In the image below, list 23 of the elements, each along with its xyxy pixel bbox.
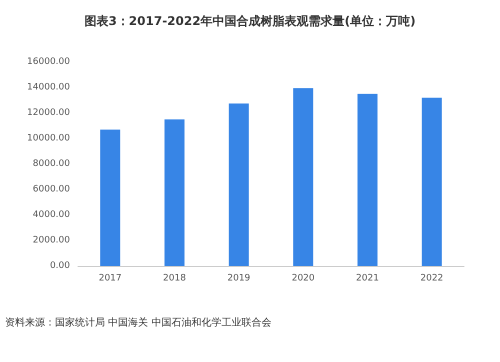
x-tick-label: 2017	[98, 274, 122, 284]
y-tick-label: 12000.00	[27, 108, 70, 118]
y-tick-label: 4000.00	[32, 210, 70, 220]
bar	[358, 94, 378, 266]
x-tick-label: 2019	[227, 274, 251, 284]
bar	[293, 88, 314, 266]
y-tick-label: 10000.00	[27, 134, 70, 144]
x-tick-label: 2018	[163, 274, 186, 284]
y-tick-label: 8000.00	[32, 159, 70, 169]
bar	[228, 103, 249, 266]
text: 资料来源：国家统计局 中国海关 中国石油和化学工业联合会	[5, 316, 272, 328]
x-tick-label: 2021	[356, 274, 379, 284]
bar	[100, 130, 120, 266]
y-tick-label: 14000.00	[27, 82, 70, 92]
chart-title: 图表3：2017-2022年中国合成树脂表观需求量(单位：万吨)	[84, 14, 416, 28]
y-tick-label: 16000.00	[27, 57, 70, 67]
x-tick-label: 2020	[292, 274, 315, 284]
bar	[422, 98, 442, 266]
x-tick-label: 2022	[420, 274, 444, 284]
y-tick-label: 2000.00	[32, 236, 70, 246]
y-tick-label: 0.00	[50, 261, 70, 271]
y-tick-label: 6000.00	[32, 184, 70, 194]
bar	[164, 119, 184, 266]
